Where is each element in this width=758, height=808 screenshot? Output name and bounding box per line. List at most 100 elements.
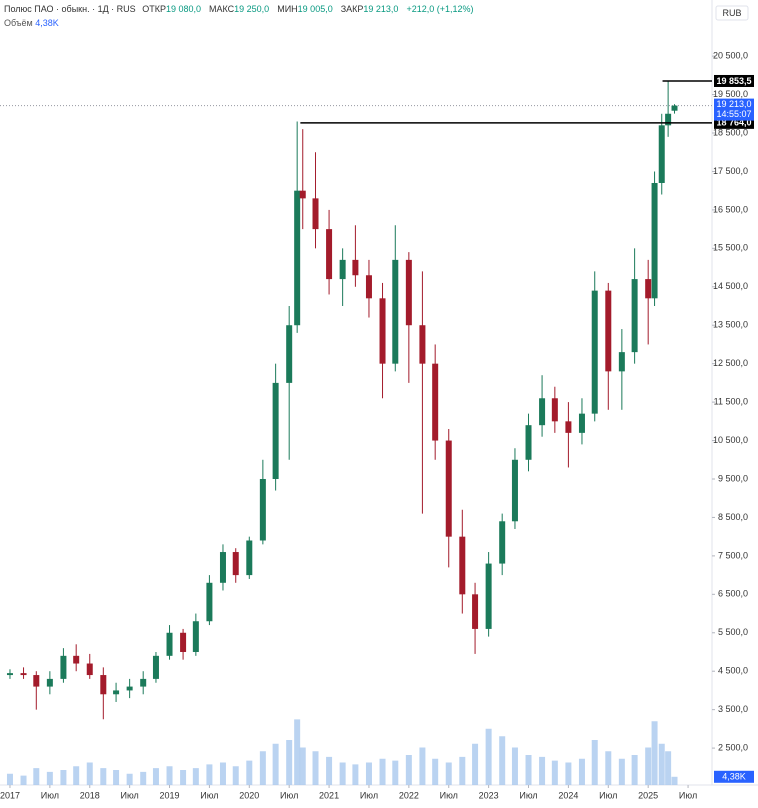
volume-bar: [605, 751, 612, 785]
x-tick-label: Июл: [120, 790, 138, 800]
volume-bar: [445, 762, 452, 785]
x-tick-label: Июл: [280, 790, 298, 800]
volume-bar: [658, 743, 665, 785]
volume-bar: [665, 751, 672, 785]
candle-body: [665, 113, 672, 126]
volume-bar: [232, 766, 239, 785]
volume-box: [714, 770, 754, 783]
volume-bar: [539, 756, 546, 785]
volume-bar: [419, 747, 426, 785]
volume-bar: [219, 762, 226, 785]
candle-body: [326, 229, 333, 280]
currency-label: RUB: [722, 8, 741, 18]
candle-body: [618, 352, 625, 372]
candle-body: [445, 440, 452, 537]
x-tick-label: 2022: [399, 790, 419, 800]
volume-bar: [591, 740, 598, 785]
candle-body: [578, 413, 585, 433]
candle-body: [294, 190, 301, 326]
volume-bar: [459, 756, 466, 785]
currency-box: [715, 5, 749, 21]
candle-body: [246, 540, 253, 576]
price-box-label: 19 853,5: [716, 76, 751, 86]
volume-bar: [286, 740, 293, 785]
ohlc-label: ОТКР: [142, 4, 166, 14]
volume-bar: [113, 770, 120, 785]
last-price-label: 19 213,0: [716, 99, 751, 109]
volume-bar: [299, 747, 306, 785]
candle-body: [60, 655, 67, 679]
volume-bar: [60, 770, 67, 785]
volume-bar: [365, 762, 372, 785]
price-box-label: 18 764,0: [716, 118, 751, 128]
candle-body: [565, 421, 572, 433]
candle-body: [405, 259, 412, 326]
ohlc-item: ЗАКР19 213,0: [341, 4, 403, 14]
candle-body: [605, 290, 612, 372]
volume-legend: Объём 4,38K: [4, 18, 59, 28]
x-tick-label: Июл: [360, 790, 378, 800]
ohlc-item: МАКС19 250,0: [209, 4, 273, 14]
legend-header: Полюс ПАО · обыкн. · 1Д · RUS ОТКР19 080…: [4, 4, 478, 14]
volume-bar: [152, 768, 159, 785]
x-tick-label: Июл: [200, 790, 218, 800]
volume-bar: [180, 770, 187, 785]
candle-body: [86, 663, 93, 676]
volume-bar: [485, 728, 492, 785]
candle-body: [286, 325, 293, 383]
volume-bar: [166, 766, 173, 785]
candle-body: [312, 198, 319, 230]
volume-bar: [294, 719, 301, 785]
volume-bar: [405, 755, 412, 785]
volume-bar: [73, 766, 80, 785]
candle-body: [6, 673, 13, 676]
y-tick-label: 5 500,0: [718, 627, 748, 637]
volume-bar: [126, 773, 133, 785]
y-tick-label: 14 500,0: [713, 281, 748, 291]
candle-body: [525, 425, 532, 460]
candle-body: [658, 125, 665, 183]
volume-bar: [339, 762, 346, 785]
candle-body: [645, 279, 652, 299]
volume-bar: [645, 747, 652, 785]
candle-body: [671, 105, 678, 111]
volume-bar: [472, 743, 479, 785]
candle-body: [140, 678, 147, 687]
candle-body: [591, 290, 598, 414]
x-tick-label: Июл: [41, 790, 59, 800]
ohlc-label: МАКС: [209, 4, 235, 14]
candle-body: [219, 552, 226, 583]
y-tick-label: 2 500,0: [718, 742, 748, 752]
volume-bar: [525, 755, 532, 785]
candle-body: [299, 190, 306, 199]
volume-bar: [20, 775, 27, 785]
y-tick-label: 16 500,0: [713, 204, 748, 214]
volume-bar: [352, 764, 359, 785]
volume-bar: [565, 762, 572, 785]
x-tick-label: Июл: [599, 790, 617, 800]
x-tick-label: 2018: [80, 790, 100, 800]
candle-body: [259, 478, 266, 541]
ohlc-label: ЗАКР: [340, 4, 364, 14]
volume-bar: [86, 762, 93, 785]
candle-body: [419, 325, 426, 364]
volume-bar: [140, 771, 147, 785]
candle-body: [499, 521, 506, 564]
candle-body: [365, 275, 372, 299]
candle-body: [539, 398, 546, 426]
candle-body: [472, 594, 479, 629]
y-tick-label: 9 500,0: [718, 473, 748, 483]
x-tick-label: Июл: [440, 790, 458, 800]
volume-bar: [499, 736, 506, 785]
y-tick-label: 13 500,0: [713, 320, 748, 330]
candle-body: [511, 459, 518, 522]
volume-bar: [46, 771, 53, 785]
volume-bar: [33, 768, 40, 785]
ohlc-label: МИН: [277, 4, 298, 14]
ohlc-value: 19 080,0: [165, 4, 201, 14]
candle-body: [192, 621, 199, 652]
volume-bar: [312, 751, 319, 785]
y-tick-label: 10 500,0: [713, 435, 748, 445]
y-tick-label: 7 500,0: [718, 550, 748, 560]
